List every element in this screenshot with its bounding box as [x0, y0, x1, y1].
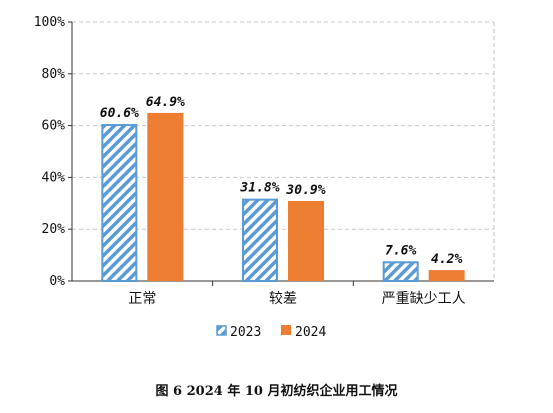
legend-swatch-2023	[216, 325, 227, 336]
data-label: 30.9%	[285, 183, 325, 198]
bar-2024	[288, 200, 324, 281]
y-tick-label: 20%	[42, 222, 66, 237]
data-label: 60.6%	[100, 106, 139, 121]
x-category-label: 严重缺少工人	[382, 291, 466, 307]
bar-2023	[101, 124, 138, 282]
y-tick-label: 0%	[49, 274, 65, 289]
legend-label: 2024	[295, 325, 326, 340]
bar-2024	[147, 112, 184, 281]
bar-2023	[242, 198, 278, 282]
data-label: 64.9%	[146, 95, 185, 110]
y-tick-label: 40%	[42, 170, 66, 185]
legend-swatch-2024	[281, 325, 291, 335]
y-tick-label: 100%	[34, 15, 65, 30]
x-category-label: 较差	[269, 291, 297, 307]
data-label: 4.2%	[431, 252, 462, 267]
data-label: 7.6%	[385, 243, 416, 258]
x-category-label: 正常	[128, 291, 156, 307]
figure-caption: 图 6 2024 年 10 月初纺织企业用工情况	[155, 384, 398, 399]
bar-2023	[382, 261, 419, 283]
y-tick-label: 60%	[42, 119, 66, 134]
data-label: 31.8%	[239, 181, 279, 196]
bar-2024	[428, 270, 465, 281]
legend-label: 2023	[230, 325, 261, 340]
y-tick-label: 80%	[42, 67, 66, 82]
